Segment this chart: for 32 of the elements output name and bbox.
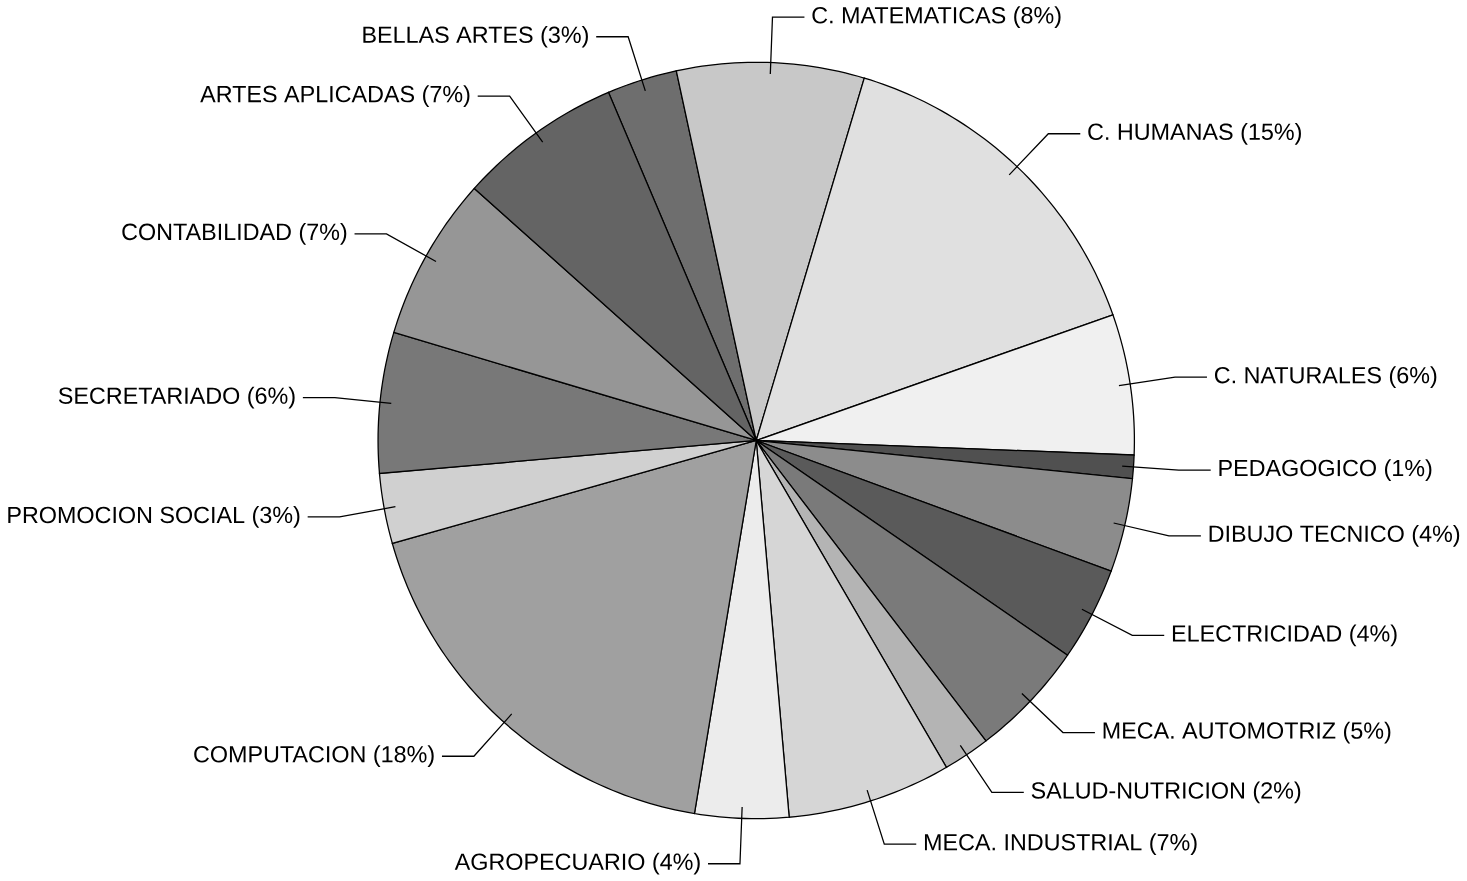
slice-label: MECA. INDUSTRIAL xyxy=(924,833,1142,851)
data-label: (18%) xyxy=(374,745,434,768)
data-label: (4%) xyxy=(1412,524,1460,547)
data-label: (15%) xyxy=(1241,122,1301,145)
slice-label: AGROPECUARIO xyxy=(454,853,645,871)
data-label: (6%) xyxy=(1389,366,1437,389)
slice-label: DIBUJO TECNICO xyxy=(1209,525,1404,543)
data-label: (7%) xyxy=(423,85,470,107)
slice-label: C. MATEMATICAS xyxy=(812,7,1006,24)
slice-label: CONTABILIDAD xyxy=(122,223,291,241)
data-label: (4%) xyxy=(653,852,700,875)
slice-label: ELECTRICIDAD xyxy=(1172,625,1342,642)
slice-label: C. NATURALES xyxy=(1214,366,1381,384)
slice-label: SECRETARIADO xyxy=(58,387,240,404)
data-label: (3%) xyxy=(253,506,300,528)
slice-label: SALUD-NUTRICION xyxy=(1031,782,1245,799)
data-label: (7%) xyxy=(1150,833,1197,856)
slice-label: BELLAS ARTES xyxy=(363,26,533,44)
slice-label: C. HUMANAS xyxy=(1088,123,1233,141)
slice-label: PROMOCION SOCIAL xyxy=(8,506,245,524)
data-label: (5%) xyxy=(1343,721,1391,744)
slice-label: MECA. AUTOMOTRIZ xyxy=(1103,722,1336,739)
slice-label: PEDAGOGICO xyxy=(1219,459,1376,477)
data-label: (4%) xyxy=(1350,624,1397,647)
data-label: (7%) xyxy=(299,222,347,245)
data-label: (8%) xyxy=(1014,6,1061,29)
slice-label: COMPUTACION xyxy=(194,746,365,763)
slice-label: ARTES APLICADAS xyxy=(200,85,415,103)
data-label: (6%) xyxy=(248,386,295,409)
data-label: (2%) xyxy=(1253,781,1301,804)
data-label: (1%) xyxy=(1385,459,1432,481)
data-label: (3%) xyxy=(541,25,588,48)
